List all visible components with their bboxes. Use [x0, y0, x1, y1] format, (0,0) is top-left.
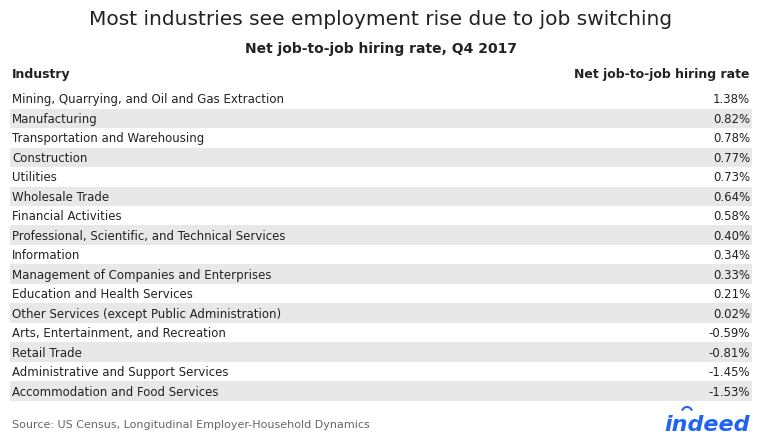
Text: 0.78%: 0.78%	[713, 132, 750, 145]
Bar	[10, 304, 752, 323]
Text: Net job-to-job hiring rate: Net job-to-job hiring rate	[575, 68, 750, 81]
Bar	[10, 381, 752, 401]
Text: 0.40%: 0.40%	[713, 230, 750, 243]
Text: Mining, Quarrying, and Oil and Gas Extraction: Mining, Quarrying, and Oil and Gas Extra…	[12, 93, 284, 106]
Text: 0.02%: 0.02%	[713, 308, 750, 321]
Text: 0.77%: 0.77%	[712, 152, 750, 165]
Bar	[10, 108, 752, 128]
Text: Other Services (except Public Administration): Other Services (except Public Administra…	[12, 308, 281, 321]
Text: -0.59%: -0.59%	[709, 327, 750, 340]
Text: -0.81%: -0.81%	[709, 347, 750, 360]
Text: Net job-to-job hiring rate, Q4 2017: Net job-to-job hiring rate, Q4 2017	[245, 42, 517, 56]
Text: -1.45%: -1.45%	[709, 366, 750, 379]
Text: 0.64%: 0.64%	[712, 191, 750, 204]
Text: Professional, Scientific, and Technical Services: Professional, Scientific, and Technical …	[12, 230, 286, 243]
Text: 0.73%: 0.73%	[713, 171, 750, 184]
Text: 0.21%: 0.21%	[712, 288, 750, 301]
Bar	[10, 265, 752, 284]
Text: Management of Companies and Enterprises: Management of Companies and Enterprises	[12, 269, 271, 282]
Text: Accommodation and Food Services: Accommodation and Food Services	[12, 386, 219, 399]
Text: Education and Health Services: Education and Health Services	[12, 288, 193, 301]
Text: Arts, Entertainment, and Recreation: Arts, Entertainment, and Recreation	[12, 327, 226, 340]
Text: Most industries see employment rise due to job switching: Most industries see employment rise due …	[89, 10, 673, 29]
Bar	[10, 342, 752, 362]
Text: -1.53%: -1.53%	[709, 386, 750, 399]
Text: Retail Trade: Retail Trade	[12, 347, 82, 360]
Text: 0.34%: 0.34%	[713, 249, 750, 262]
Bar	[10, 147, 752, 167]
Text: Utilities: Utilities	[12, 171, 57, 184]
Text: Source: US Census, Longitudinal Employer-Household Dynamics: Source: US Census, Longitudinal Employer…	[12, 420, 370, 430]
Text: 0.82%: 0.82%	[713, 113, 750, 126]
Text: 0.58%: 0.58%	[713, 210, 750, 223]
Text: Wholesale Trade: Wholesale Trade	[12, 191, 109, 204]
Text: 1.38%: 1.38%	[713, 93, 750, 106]
Text: Administrative and Support Services: Administrative and Support Services	[12, 366, 229, 379]
Text: Information: Information	[12, 249, 80, 262]
Text: Construction: Construction	[12, 152, 88, 165]
Text: indeed: indeed	[664, 415, 750, 435]
Text: Manufacturing: Manufacturing	[12, 113, 98, 126]
Text: Transportation and Warehousing: Transportation and Warehousing	[12, 132, 204, 145]
Text: 0.33%: 0.33%	[713, 269, 750, 282]
Bar	[10, 226, 752, 245]
Bar	[10, 186, 752, 206]
Text: Industry: Industry	[12, 68, 71, 81]
Text: Financial Activities: Financial Activities	[12, 210, 122, 223]
